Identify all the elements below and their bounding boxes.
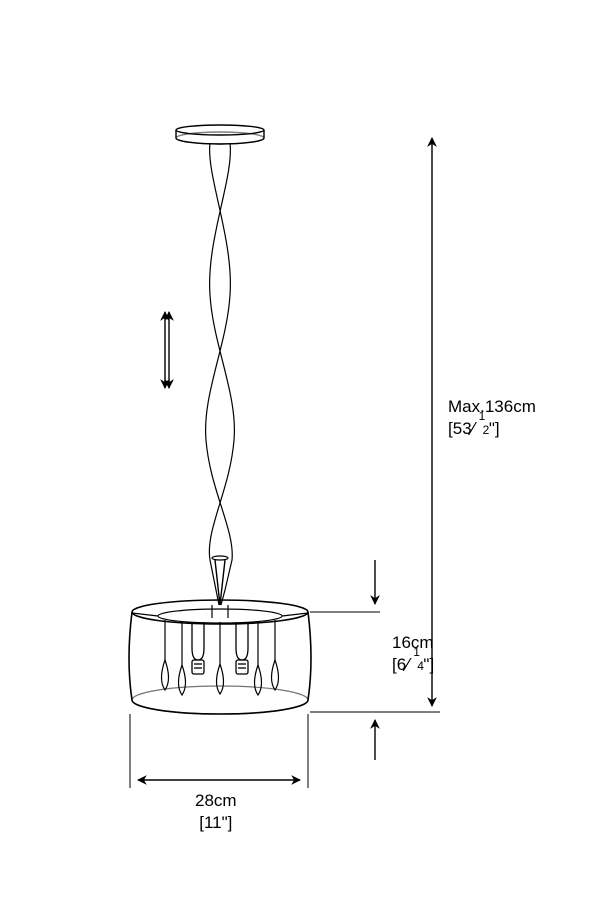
shadew-imp-whole: 11 [204, 813, 222, 832]
diagram-svg [0, 0, 600, 900]
ceiling-canopy [176, 125, 264, 144]
label-shade-height: 16cm [61⁄4 "] [392, 632, 434, 677]
suspension-cable [206, 143, 235, 605]
overall-imp-whole: 53 [453, 419, 472, 438]
shadew-metric: 28cm [195, 791, 237, 810]
overall-metric: Max.136cm [448, 397, 536, 416]
fraction-icon: 1⁄4 [406, 654, 409, 677]
adjustable-arrow [165, 312, 169, 388]
dim-shade-width [130, 714, 308, 788]
dimension-diagram: Max.136cm [531⁄2 "] 16cm [61⁄4 "] 28cm [… [0, 0, 600, 900]
label-shade-width: 28cm [11"] [195, 790, 237, 834]
shadeh-imp-whole: 6 [397, 655, 406, 674]
fraction-icon: 1⁄2 [472, 418, 475, 441]
label-overall-height: Max.136cm [531⁄2 "] [448, 396, 536, 441]
crystal-drops [162, 620, 279, 695]
